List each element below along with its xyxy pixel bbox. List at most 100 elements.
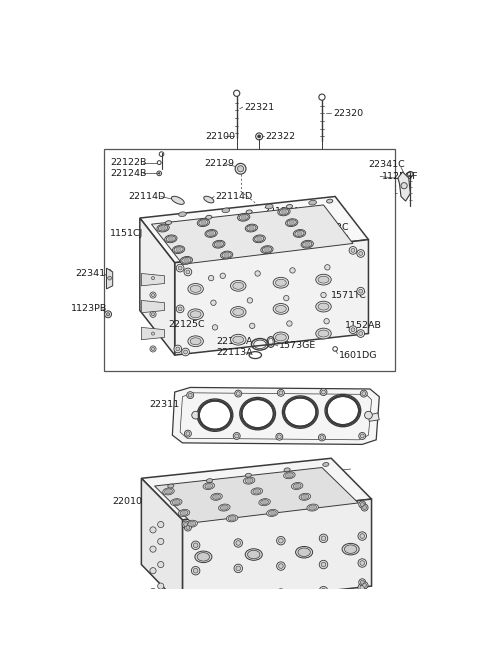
Ellipse shape: [243, 477, 255, 484]
Circle shape: [247, 298, 252, 303]
Circle shape: [236, 541, 240, 545]
Circle shape: [157, 583, 164, 589]
Text: 1601DG: 1601DG: [339, 351, 377, 359]
Ellipse shape: [245, 549, 262, 560]
Circle shape: [318, 434, 325, 441]
Ellipse shape: [205, 230, 217, 238]
Circle shape: [357, 330, 365, 338]
Ellipse shape: [266, 510, 278, 516]
Ellipse shape: [261, 500, 268, 504]
Ellipse shape: [278, 208, 290, 216]
Circle shape: [236, 593, 240, 598]
Text: 22321: 22321: [244, 103, 275, 112]
Circle shape: [238, 166, 244, 172]
Circle shape: [216, 242, 221, 246]
Circle shape: [176, 305, 184, 312]
Polygon shape: [142, 458, 372, 520]
Circle shape: [324, 265, 330, 270]
Text: 22122B: 22122B: [110, 158, 147, 167]
Circle shape: [188, 393, 192, 397]
Circle shape: [305, 242, 310, 246]
Ellipse shape: [230, 307, 246, 317]
Text: 22341D: 22341D: [75, 269, 113, 278]
Circle shape: [150, 330, 156, 336]
Ellipse shape: [203, 483, 215, 489]
Ellipse shape: [190, 338, 201, 345]
Circle shape: [247, 479, 251, 483]
Ellipse shape: [178, 510, 190, 516]
Ellipse shape: [197, 399, 233, 432]
Text: 22322: 22322: [265, 132, 296, 141]
Circle shape: [297, 231, 302, 236]
Polygon shape: [140, 218, 175, 355]
Circle shape: [359, 252, 362, 256]
Text: 22129: 22129: [204, 159, 234, 168]
Circle shape: [278, 564, 283, 569]
Ellipse shape: [190, 285, 201, 293]
Circle shape: [276, 433, 283, 440]
Circle shape: [152, 312, 155, 316]
Circle shape: [319, 560, 328, 569]
Circle shape: [233, 432, 240, 440]
Bar: [104, 149, 395, 371]
Circle shape: [208, 275, 214, 281]
Ellipse shape: [273, 332, 288, 343]
Circle shape: [360, 561, 365, 565]
Ellipse shape: [158, 225, 168, 231]
Ellipse shape: [326, 199, 333, 203]
Circle shape: [184, 350, 188, 354]
Circle shape: [278, 591, 283, 595]
Ellipse shape: [233, 282, 244, 289]
Ellipse shape: [214, 241, 224, 247]
Circle shape: [360, 502, 364, 506]
Ellipse shape: [295, 230, 304, 236]
Polygon shape: [107, 268, 113, 289]
Circle shape: [167, 489, 170, 493]
Circle shape: [322, 390, 325, 394]
Circle shape: [282, 210, 286, 214]
Circle shape: [257, 236, 262, 241]
Circle shape: [304, 238, 307, 241]
Ellipse shape: [284, 468, 290, 472]
Circle shape: [150, 311, 156, 317]
Circle shape: [201, 220, 206, 225]
Ellipse shape: [170, 498, 182, 506]
Circle shape: [150, 527, 156, 533]
Circle shape: [357, 287, 365, 295]
Circle shape: [360, 581, 364, 584]
Polygon shape: [182, 499, 372, 607]
Circle shape: [184, 258, 189, 263]
Circle shape: [178, 307, 182, 311]
Ellipse shape: [174, 247, 183, 252]
Circle shape: [209, 231, 214, 236]
Text: 22114D: 22114D: [215, 192, 252, 201]
Ellipse shape: [342, 544, 359, 555]
Circle shape: [184, 430, 192, 437]
Ellipse shape: [286, 218, 298, 226]
Circle shape: [357, 250, 365, 258]
Circle shape: [236, 392, 240, 395]
Text: 22114D: 22114D: [128, 192, 166, 201]
Polygon shape: [142, 328, 165, 340]
Polygon shape: [142, 301, 165, 312]
Ellipse shape: [279, 209, 288, 214]
Ellipse shape: [204, 196, 214, 203]
Ellipse shape: [273, 277, 288, 288]
Circle shape: [161, 226, 166, 230]
Circle shape: [184, 524, 192, 531]
Ellipse shape: [309, 201, 316, 205]
Circle shape: [174, 345, 181, 353]
Circle shape: [150, 567, 156, 574]
Circle shape: [351, 248, 355, 252]
Ellipse shape: [195, 551, 212, 563]
Text: 22010: 22010: [113, 497, 143, 506]
Circle shape: [192, 592, 200, 601]
Ellipse shape: [222, 208, 230, 213]
Circle shape: [168, 236, 173, 241]
Ellipse shape: [247, 225, 256, 231]
Polygon shape: [142, 273, 165, 286]
Ellipse shape: [188, 283, 204, 295]
Circle shape: [270, 511, 274, 515]
Circle shape: [152, 293, 155, 297]
Ellipse shape: [307, 504, 318, 511]
